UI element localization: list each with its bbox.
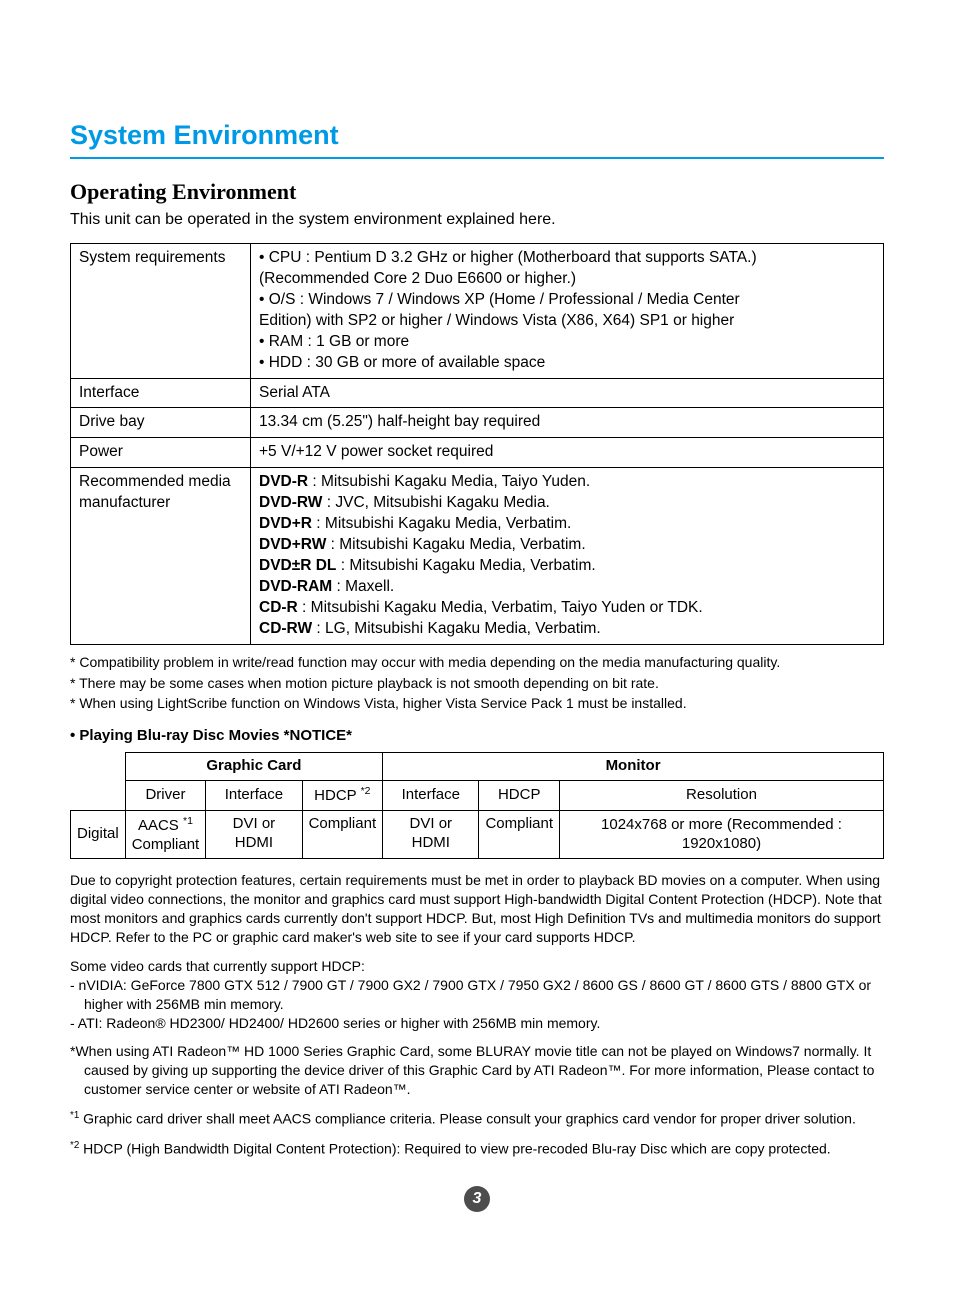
col-hdcp-gc: HDCP *2 xyxy=(302,781,383,811)
body-text: Due to copyright protection features, ce… xyxy=(70,871,884,1158)
cell-compliant2: Compliant xyxy=(302,810,383,859)
subsection-title: Operating Environment xyxy=(70,179,884,205)
spec-table: System requirements• CPU : Pentium D 3.2… xyxy=(70,243,884,645)
table-row: Drive bay13.34 cm (5.25") half-height ba… xyxy=(71,408,884,438)
table-row: Power+5 V/+12 V power socket required xyxy=(71,438,884,468)
spec-value: DVD-R : Mitsubishi Kagaku Media, Taiyo Y… xyxy=(251,468,884,644)
paragraph: Due to copyright protection features, ce… xyxy=(70,871,884,947)
cell-digital: Digital xyxy=(71,810,126,859)
monitor-header: Monitor xyxy=(383,753,884,781)
page: System Environment Operating Environment… xyxy=(0,0,954,1297)
gc-header: Graphic Card xyxy=(125,753,382,781)
cell-compliant3: Compliant xyxy=(479,810,560,859)
intro-text: This unit can be operated in the system … xyxy=(70,211,884,229)
list-item: - ATI: Radeon® HD2300/ HD2400/ HD2600 se… xyxy=(70,1014,884,1033)
spec-label: Power xyxy=(71,438,251,468)
spec-footnotes: * Compatibility problem in write/read fu… xyxy=(70,653,884,714)
table-row: InterfaceSerial ATA xyxy=(71,378,884,408)
cell-gc-if: DVI or HDMI xyxy=(206,810,302,859)
spec-value: • CPU : Pentium D 3.2 GHz or higher (Mot… xyxy=(251,244,884,379)
footnote-line: * When using LightScribe function on Win… xyxy=(70,694,884,713)
col-driver: Driver xyxy=(125,781,206,811)
spec-label: Recommended media manufacturer xyxy=(71,468,251,644)
col-resolution: Resolution xyxy=(560,781,884,811)
table-row: System requirements• CPU : Pentium D 3.2… xyxy=(71,244,884,379)
spec-label: Interface xyxy=(71,378,251,408)
spec-label: System requirements xyxy=(71,244,251,379)
paragraph: Some video cards that currently support … xyxy=(70,957,884,976)
footnote: *1 Graphic card driver shall meet AACS c… xyxy=(70,1109,884,1129)
paragraph: *When using ATI Radeon™ HD 1000 Series G… xyxy=(70,1042,884,1099)
spec-value: 13.34 cm (5.25") half-height bay require… xyxy=(251,408,884,438)
page-number: 3 xyxy=(464,1186,490,1212)
cell-mon-if: DVI or HDMI xyxy=(383,810,479,859)
spec-label: Drive bay xyxy=(71,408,251,438)
table-subheader-row: Driver Interface HDCP *2 Interface HDCP … xyxy=(71,781,884,811)
cell-resolution: 1024x768 or more (Recommended : 1920x108… xyxy=(560,810,884,859)
footnote-line: * There may be some cases when motion pi… xyxy=(70,674,884,693)
bluray-table: Graphic Card Monitor Driver Interface HD… xyxy=(70,752,884,859)
footnote: *2 HDCP (High Bandwidth Digital Content … xyxy=(70,1139,884,1159)
footnote-line: * Compatibility problem in write/read fu… xyxy=(70,653,884,672)
table-row: Recommended media manufacturerDVD-R : Mi… xyxy=(71,468,884,644)
table-header-row: Graphic Card Monitor xyxy=(71,753,884,781)
spec-value: +5 V/+12 V power socket required xyxy=(251,438,884,468)
table-row: Digital AACS *1 Compliant DVI or HDMI Co… xyxy=(71,810,884,859)
list-item: - nVIDIA: GeForce 7800 GTX 512 / 7900 GT… xyxy=(70,976,884,1014)
col-gc-interface: Interface xyxy=(206,781,302,811)
spec-value: Serial ATA xyxy=(251,378,884,408)
section-title: System Environment xyxy=(70,120,884,151)
cell-aacs: AACS *1 Compliant xyxy=(125,810,206,859)
col-mon-interface: Interface xyxy=(383,781,479,811)
title-rule xyxy=(70,157,884,159)
notice-heading: • Playing Blu-ray Disc Movies *NOTICE* xyxy=(70,727,884,744)
col-hdcp-mon: HDCP xyxy=(479,781,560,811)
